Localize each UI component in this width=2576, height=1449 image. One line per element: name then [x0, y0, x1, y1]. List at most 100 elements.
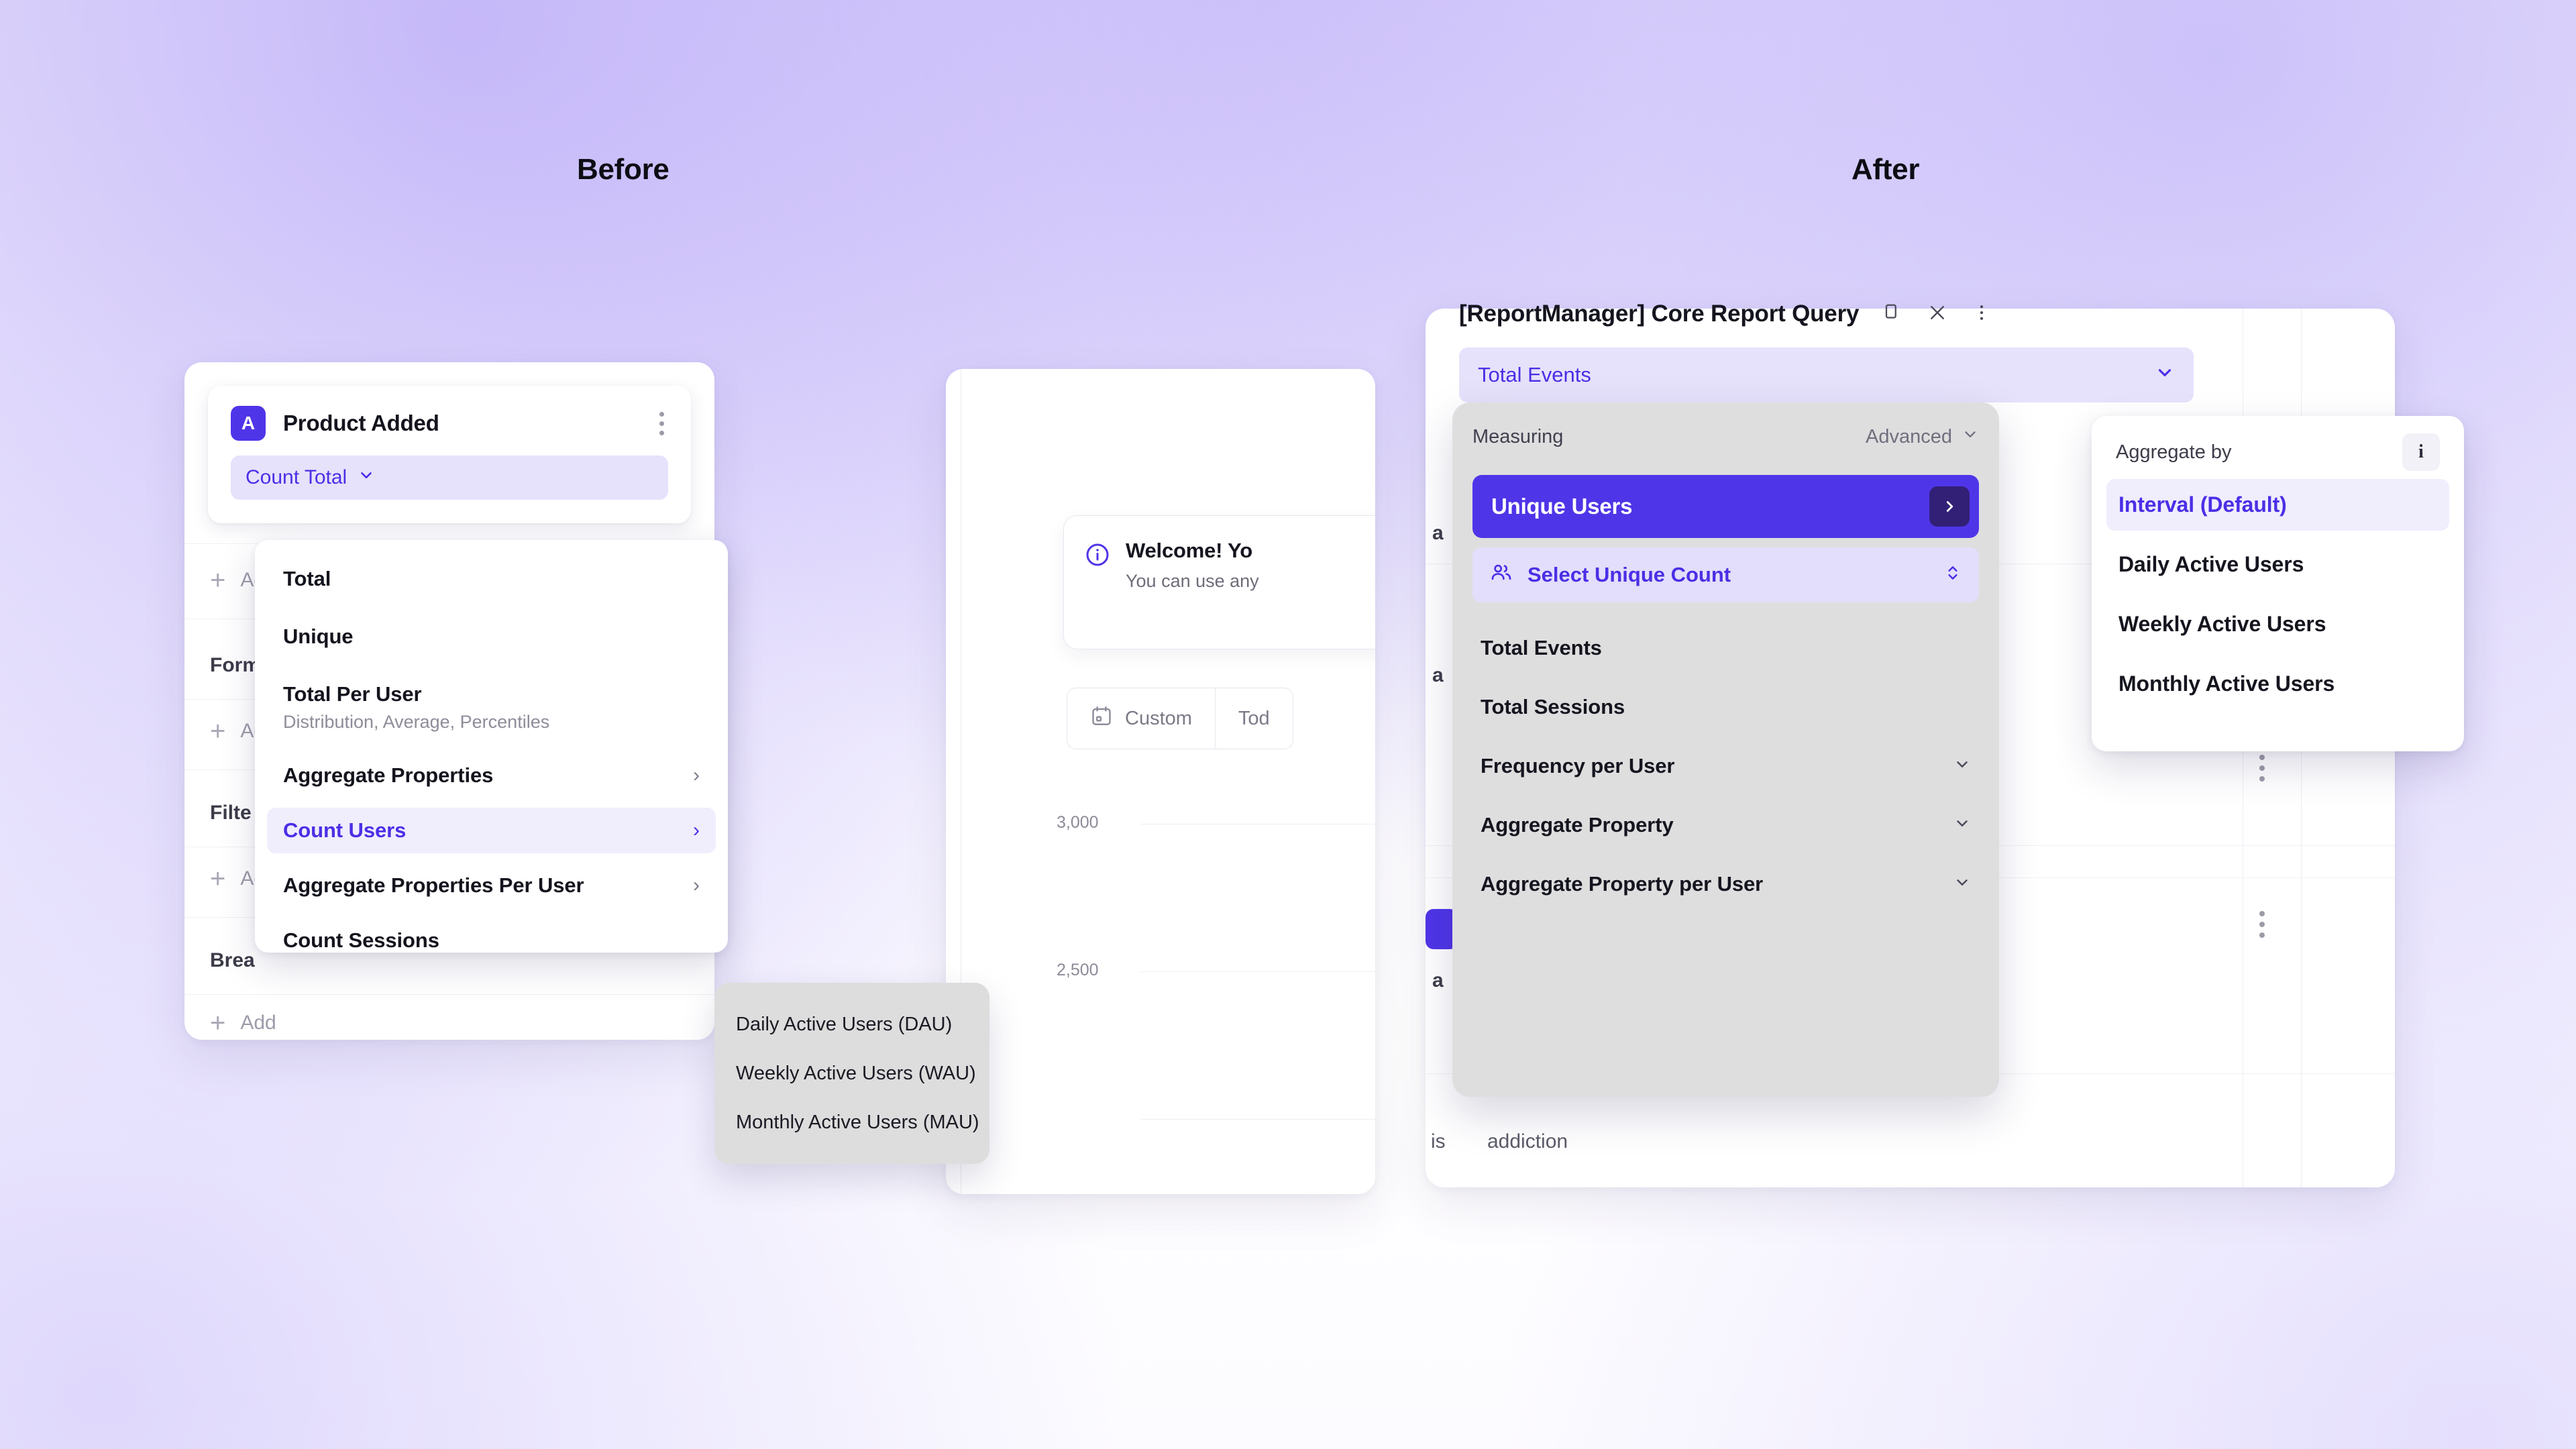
- date-today-button[interactable]: Tod: [1214, 688, 1293, 749]
- date-custom-button[interactable]: Custom: [1067, 688, 1215, 749]
- add-breakdown-row[interactable]: + Add: [210, 1010, 276, 1036]
- metric-select-pill[interactable]: Total Events: [1459, 347, 2194, 402]
- menu-item-count-users[interactable]: Count Users ›: [267, 808, 716, 853]
- aggregate-option-interval-default[interactable]: Interval (Default): [2106, 479, 2449, 531]
- measure-pill-label: Count Total: [246, 466, 347, 488]
- menu-item-count-sessions[interactable]: Count Sessions: [267, 918, 716, 963]
- chart-gridline: [1140, 971, 1375, 972]
- close-icon[interactable]: [1927, 303, 1947, 326]
- selected-metric-unique-users[interactable]: Unique Users: [1472, 475, 1979, 538]
- info-circle-icon: [1084, 541, 1111, 626]
- menu-item-label: Aggregate Properties Per User: [283, 873, 584, 897]
- menu-item-label: Total: [283, 567, 331, 590]
- ghost-text-addiction: addiction: [1487, 1130, 1568, 1152]
- measuring-option-total-events[interactable]: Total Events: [1472, 616, 1979, 675]
- chevron-down-icon: [358, 466, 375, 489]
- more-icon[interactable]: [1972, 303, 1992, 326]
- select-unique-count-label: Select Unique Count: [1527, 563, 1731, 586]
- chevron-down-icon: [2155, 362, 2175, 388]
- page-title-after: After: [1851, 153, 1920, 186]
- chevron-right-icon: ›: [693, 819, 700, 841]
- menu-item-label: Aggregate Properties: [283, 763, 494, 787]
- measuring-options-list[interactable]: Total Events Total Sessions Frequency pe…: [1472, 616, 1979, 911]
- chevron-right-icon[interactable]: [1929, 486, 1970, 527]
- users-icon: [1490, 561, 1513, 589]
- menu-item-label: Count Sessions: [283, 928, 439, 952]
- welcome-subtitle: You can use any: [1126, 571, 1259, 591]
- event-block[interactable]: A Product Added Count Total: [208, 386, 691, 523]
- aggregate-by-panel[interactable]: Aggregate by i Interval (Default) Daily …: [2092, 416, 2464, 751]
- option-label: Total Sessions: [1481, 695, 1625, 718]
- measuring-option-frequency-per-user[interactable]: Frequency per User: [1472, 734, 1979, 793]
- measuring-header: Measuring Advanced: [1472, 425, 1979, 448]
- before-chart-panel: Welcome! Yo You can use any Custom Tod: [946, 369, 1375, 1194]
- section-label-filters: Filte: [210, 802, 252, 824]
- aggregate-option-weekly-active-users[interactable]: Weekly Active Users: [2118, 612, 2326, 636]
- menu-item-label: Total Per User: [283, 682, 422, 706]
- menu-item-sublabel: Distribution, Average, Percentiles: [283, 712, 550, 732]
- report-title: [ReportManager] Core Report Query: [1459, 301, 1860, 327]
- add-label: Add: [240, 1012, 276, 1034]
- report-title-row: [ReportManager] Core Report Query: [1459, 301, 2130, 327]
- menu-item-label: Unique: [283, 625, 354, 648]
- advanced-toggle[interactable]: Advanced: [1866, 425, 1979, 448]
- menu-item-total[interactable]: Total: [267, 556, 716, 602]
- section-label-breakdown: Brea: [210, 949, 255, 971]
- option-label: Frequency per User: [1481, 754, 1675, 777]
- plus-icon: +: [210, 716, 226, 746]
- menu-item-label: Count Users: [283, 818, 407, 842]
- ghost-text-is: is: [1431, 1130, 1446, 1152]
- aggregate-option-monthly-active-users[interactable]: Monthly Active Users: [2118, 672, 2335, 696]
- submenu-item-wau[interactable]: Weekly Active Users (WAU): [736, 1063, 976, 1084]
- page-title-before: Before: [577, 153, 669, 186]
- welcome-title: Welcome! Yo: [1126, 539, 1253, 562]
- welcome-banner: Welcome! Yo You can use any: [1063, 515, 1375, 649]
- chevron-right-icon: ›: [693, 874, 700, 896]
- menu-item-aggregate-properties-per-user[interactable]: Aggregate Properties Per User ›: [267, 863, 716, 908]
- chart-gridline: [1140, 1119, 1375, 1120]
- event-more-icon[interactable]: [655, 408, 668, 439]
- row-more-icon[interactable]: [2259, 755, 2265, 782]
- plus-icon: +: [210, 566, 226, 595]
- count-users-submenu[interactable]: Daily Active Users (DAU) Weekly Active U…: [714, 983, 989, 1164]
- option-label: Aggregate Property per User: [1481, 872, 1764, 896]
- menu-item-unique[interactable]: Unique: [267, 614, 716, 659]
- aggregate-option-daily-active-users[interactable]: Daily Active Users: [2118, 552, 2304, 576]
- aggregate-header: Aggregate by i: [2106, 433, 2449, 471]
- row-more-icon[interactable]: [2259, 911, 2265, 938]
- plus-icon: +: [210, 1008, 226, 1038]
- ghost-text-a: a: [1432, 969, 1444, 991]
- date-range-control[interactable]: Custom Tod: [1067, 688, 1293, 749]
- measure-dropdown-menu[interactable]: Total Unique Total Per User Distribution…: [255, 540, 728, 953]
- duplicate-icon[interactable]: [1883, 303, 1903, 326]
- date-custom-label: Custom: [1125, 707, 1192, 729]
- divider: [184, 994, 714, 995]
- measuring-label: Measuring: [1472, 425, 1564, 447]
- chart-y-tick: 3,000: [1057, 813, 1099, 832]
- menu-item-total-per-user[interactable]: Total Per User Distribution, Average, Pe…: [267, 672, 716, 743]
- ghost-text-a: a: [1432, 664, 1444, 686]
- measuring-option-total-sessions[interactable]: Total Sessions: [1472, 675, 1979, 734]
- before-composition: Welcome! Yo You can use any Custom Tod: [184, 362, 1375, 1194]
- after-composition: a a a is addiction [ReportManager] Core …: [1409, 288, 2464, 1201]
- chevron-down-icon: [1953, 873, 1971, 896]
- section-label-formula: Form: [210, 654, 260, 676]
- measuring-option-aggregate-property[interactable]: Aggregate Property: [1472, 793, 1979, 852]
- measuring-dropdown-panel[interactable]: Measuring Advanced Unique Users Select: [1452, 402, 1999, 1097]
- event-name: Product Added: [283, 411, 439, 435]
- plus-icon: +: [210, 864, 226, 894]
- submenu-item-mau[interactable]: Monthly Active Users (MAU): [736, 1112, 979, 1133]
- info-icon[interactable]: i: [2402, 433, 2440, 471]
- measure-pill[interactable]: Count Total: [231, 455, 668, 500]
- option-label: Aggregate Property: [1481, 813, 1674, 837]
- chevron-updown-icon: [1944, 563, 1962, 588]
- date-today-label: Tod: [1238, 707, 1270, 729]
- metric-select-label: Total Events: [1478, 363, 1591, 386]
- select-unique-count-control[interactable]: Select Unique Count: [1472, 547, 1979, 602]
- chevron-right-icon: ›: [693, 764, 700, 786]
- menu-item-aggregate-properties[interactable]: Aggregate Properties ›: [267, 753, 716, 798]
- chevron-down-icon: [1953, 814, 1971, 837]
- submenu-item-dau[interactable]: Daily Active Users (DAU): [736, 1014, 953, 1035]
- measuring-option-aggregate-property-per-user[interactable]: Aggregate Property per User: [1472, 852, 1979, 911]
- aggregate-by-label: Aggregate by: [2116, 441, 2232, 463]
